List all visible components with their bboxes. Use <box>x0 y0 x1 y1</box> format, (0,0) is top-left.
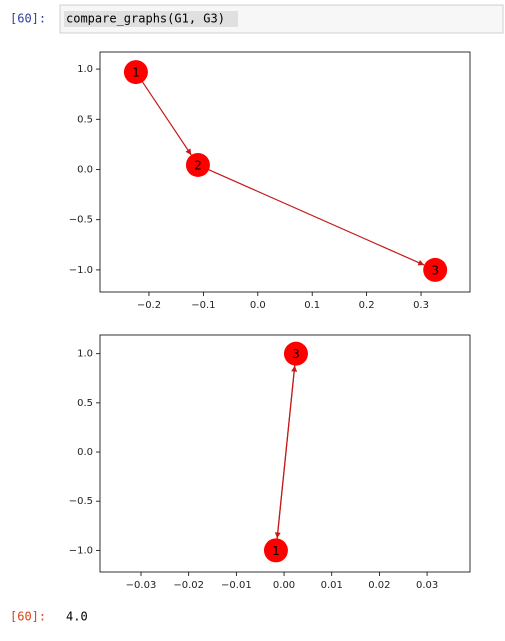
y-tick-label: −1.0 <box>69 265 93 276</box>
y-tick-label: 0.5 <box>77 398 93 409</box>
y-tick-label: 0.0 <box>77 447 93 458</box>
node-label: 2 <box>194 158 202 172</box>
x-tick-label: 0.1 <box>304 300 320 311</box>
node <box>185 152 210 177</box>
node-label: 3 <box>292 347 300 361</box>
x-tick-label: −0.03 <box>126 580 157 591</box>
code-highlight <box>64 11 238 27</box>
y-tick-label: −0.5 <box>69 496 93 507</box>
x-tick-label: −0.02 <box>173 580 204 591</box>
x-tick-label: 0.01 <box>321 580 343 591</box>
x-tick-label: −0.1 <box>191 300 215 311</box>
node <box>423 257 448 282</box>
y-tick-label: −1.0 <box>69 545 93 556</box>
plot-area <box>99 334 471 573</box>
input-prompt: [60]: <box>10 12 46 26</box>
x-tick-label: 0.03 <box>416 580 438 591</box>
x-tick-label: −0.01 <box>221 580 252 591</box>
node-label: 3 <box>431 263 439 277</box>
code: compare_graphs(G1, G3) <box>66 12 225 26</box>
node <box>123 60 148 85</box>
node <box>263 538 288 563</box>
y-tick-label: 1.0 <box>77 349 93 360</box>
y-tick-label: 1.0 <box>77 64 93 75</box>
x-tick-label: 0.00 <box>273 580 295 591</box>
edge <box>135 71 192 156</box>
node <box>283 341 308 366</box>
plot-area <box>99 51 471 293</box>
y-tick-label: −0.5 <box>69 215 93 226</box>
x-tick-label: 0.2 <box>359 300 375 311</box>
x-tick-label: −0.2 <box>137 300 161 311</box>
output-text: 4.0 <box>66 610 88 624</box>
y-tick-label: 0.5 <box>77 114 93 125</box>
node-label: 1 <box>272 544 280 558</box>
x-tick-label: 0.3 <box>413 300 429 311</box>
edge <box>274 353 297 539</box>
y-tick-label: 0.0 <box>77 164 93 175</box>
output-prompt: [60]: <box>10 610 46 624</box>
x-tick-label: 0.02 <box>368 580 390 591</box>
node-label: 1 <box>132 66 140 80</box>
edge <box>197 164 425 266</box>
x-tick-label: 0.0 <box>250 300 266 311</box>
